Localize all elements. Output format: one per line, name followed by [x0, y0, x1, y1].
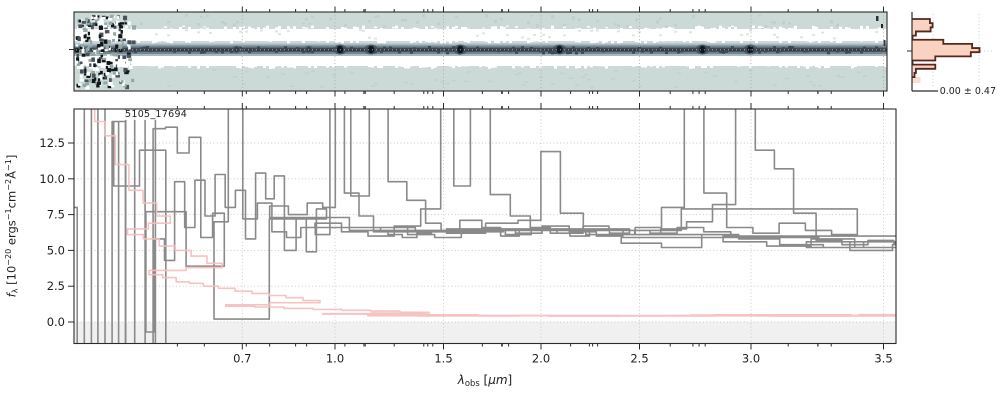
error-line	[93, 109, 896, 317]
x-axis-label: λobs [μm]	[457, 373, 513, 389]
2d-emission-line-knots	[231, 44, 758, 55]
2d-artifact	[883, 40, 886, 46]
2d-artifact	[881, 24, 883, 28]
histogram-bars	[911, 18, 981, 78]
spectrum-lines	[74, 109, 896, 343]
pixel-histogram-panel	[907, 12, 993, 92]
x-tick-label: 0.7	[233, 352, 251, 366]
emission-knot	[367, 45, 375, 54]
x-tick-label: 3.5	[874, 352, 892, 366]
panel-2d-content	[74, 12, 887, 91]
y-tick-label: 10.0	[39, 172, 65, 186]
panel-2d-spectrum	[69, 6, 888, 97]
below-zero-band	[74, 322, 896, 343]
emission-knot	[336, 45, 344, 54]
2d-left-noise	[75, 14, 137, 90]
source-id-label: 5105_17694	[122, 109, 191, 121]
y-axis-label: fλ [10−20 ergs−1cm−2Å−1]	[4, 154, 20, 298]
main-tick-labels: 0.7 1.0 1.5 2.0 2.5 3.0 3.5 0.0 2.5 5.0 7.5 10.0 12.…	[39, 136, 892, 366]
y-tick-label: 12.5	[39, 136, 65, 150]
x-tick-label: 2.5	[630, 352, 648, 366]
flux-line	[74, 109, 896, 343]
emission-knot	[699, 45, 706, 54]
x-tick-label: 1.0	[326, 352, 344, 366]
main-spectrum-axes	[68, 103, 897, 350]
x-tick-label: 1.5	[434, 352, 452, 366]
main-frame	[73, 108, 897, 345]
x-tick-label: 2.0	[532, 352, 550, 366]
2d-noise-texture	[74, 14, 887, 89]
2d-frame	[73, 11, 888, 92]
2d-ticks	[69, 6, 884, 97]
main-ticks	[68, 103, 884, 350]
y-tick-label: 7.5	[47, 208, 65, 222]
y-tick-label: 5.0	[47, 243, 65, 257]
y-tick-label: 0.0	[47, 315, 65, 329]
y-tick-label: 2.5	[47, 279, 65, 293]
hist-residue	[912, 77, 921, 83]
emission-knot	[747, 45, 754, 54]
emission-knot	[556, 45, 563, 54]
x-tick-label: 3.0	[742, 352, 760, 366]
2d-artifact	[876, 16, 879, 21]
histogram-stat-label: 0.00 ± 0.47	[939, 86, 996, 97]
